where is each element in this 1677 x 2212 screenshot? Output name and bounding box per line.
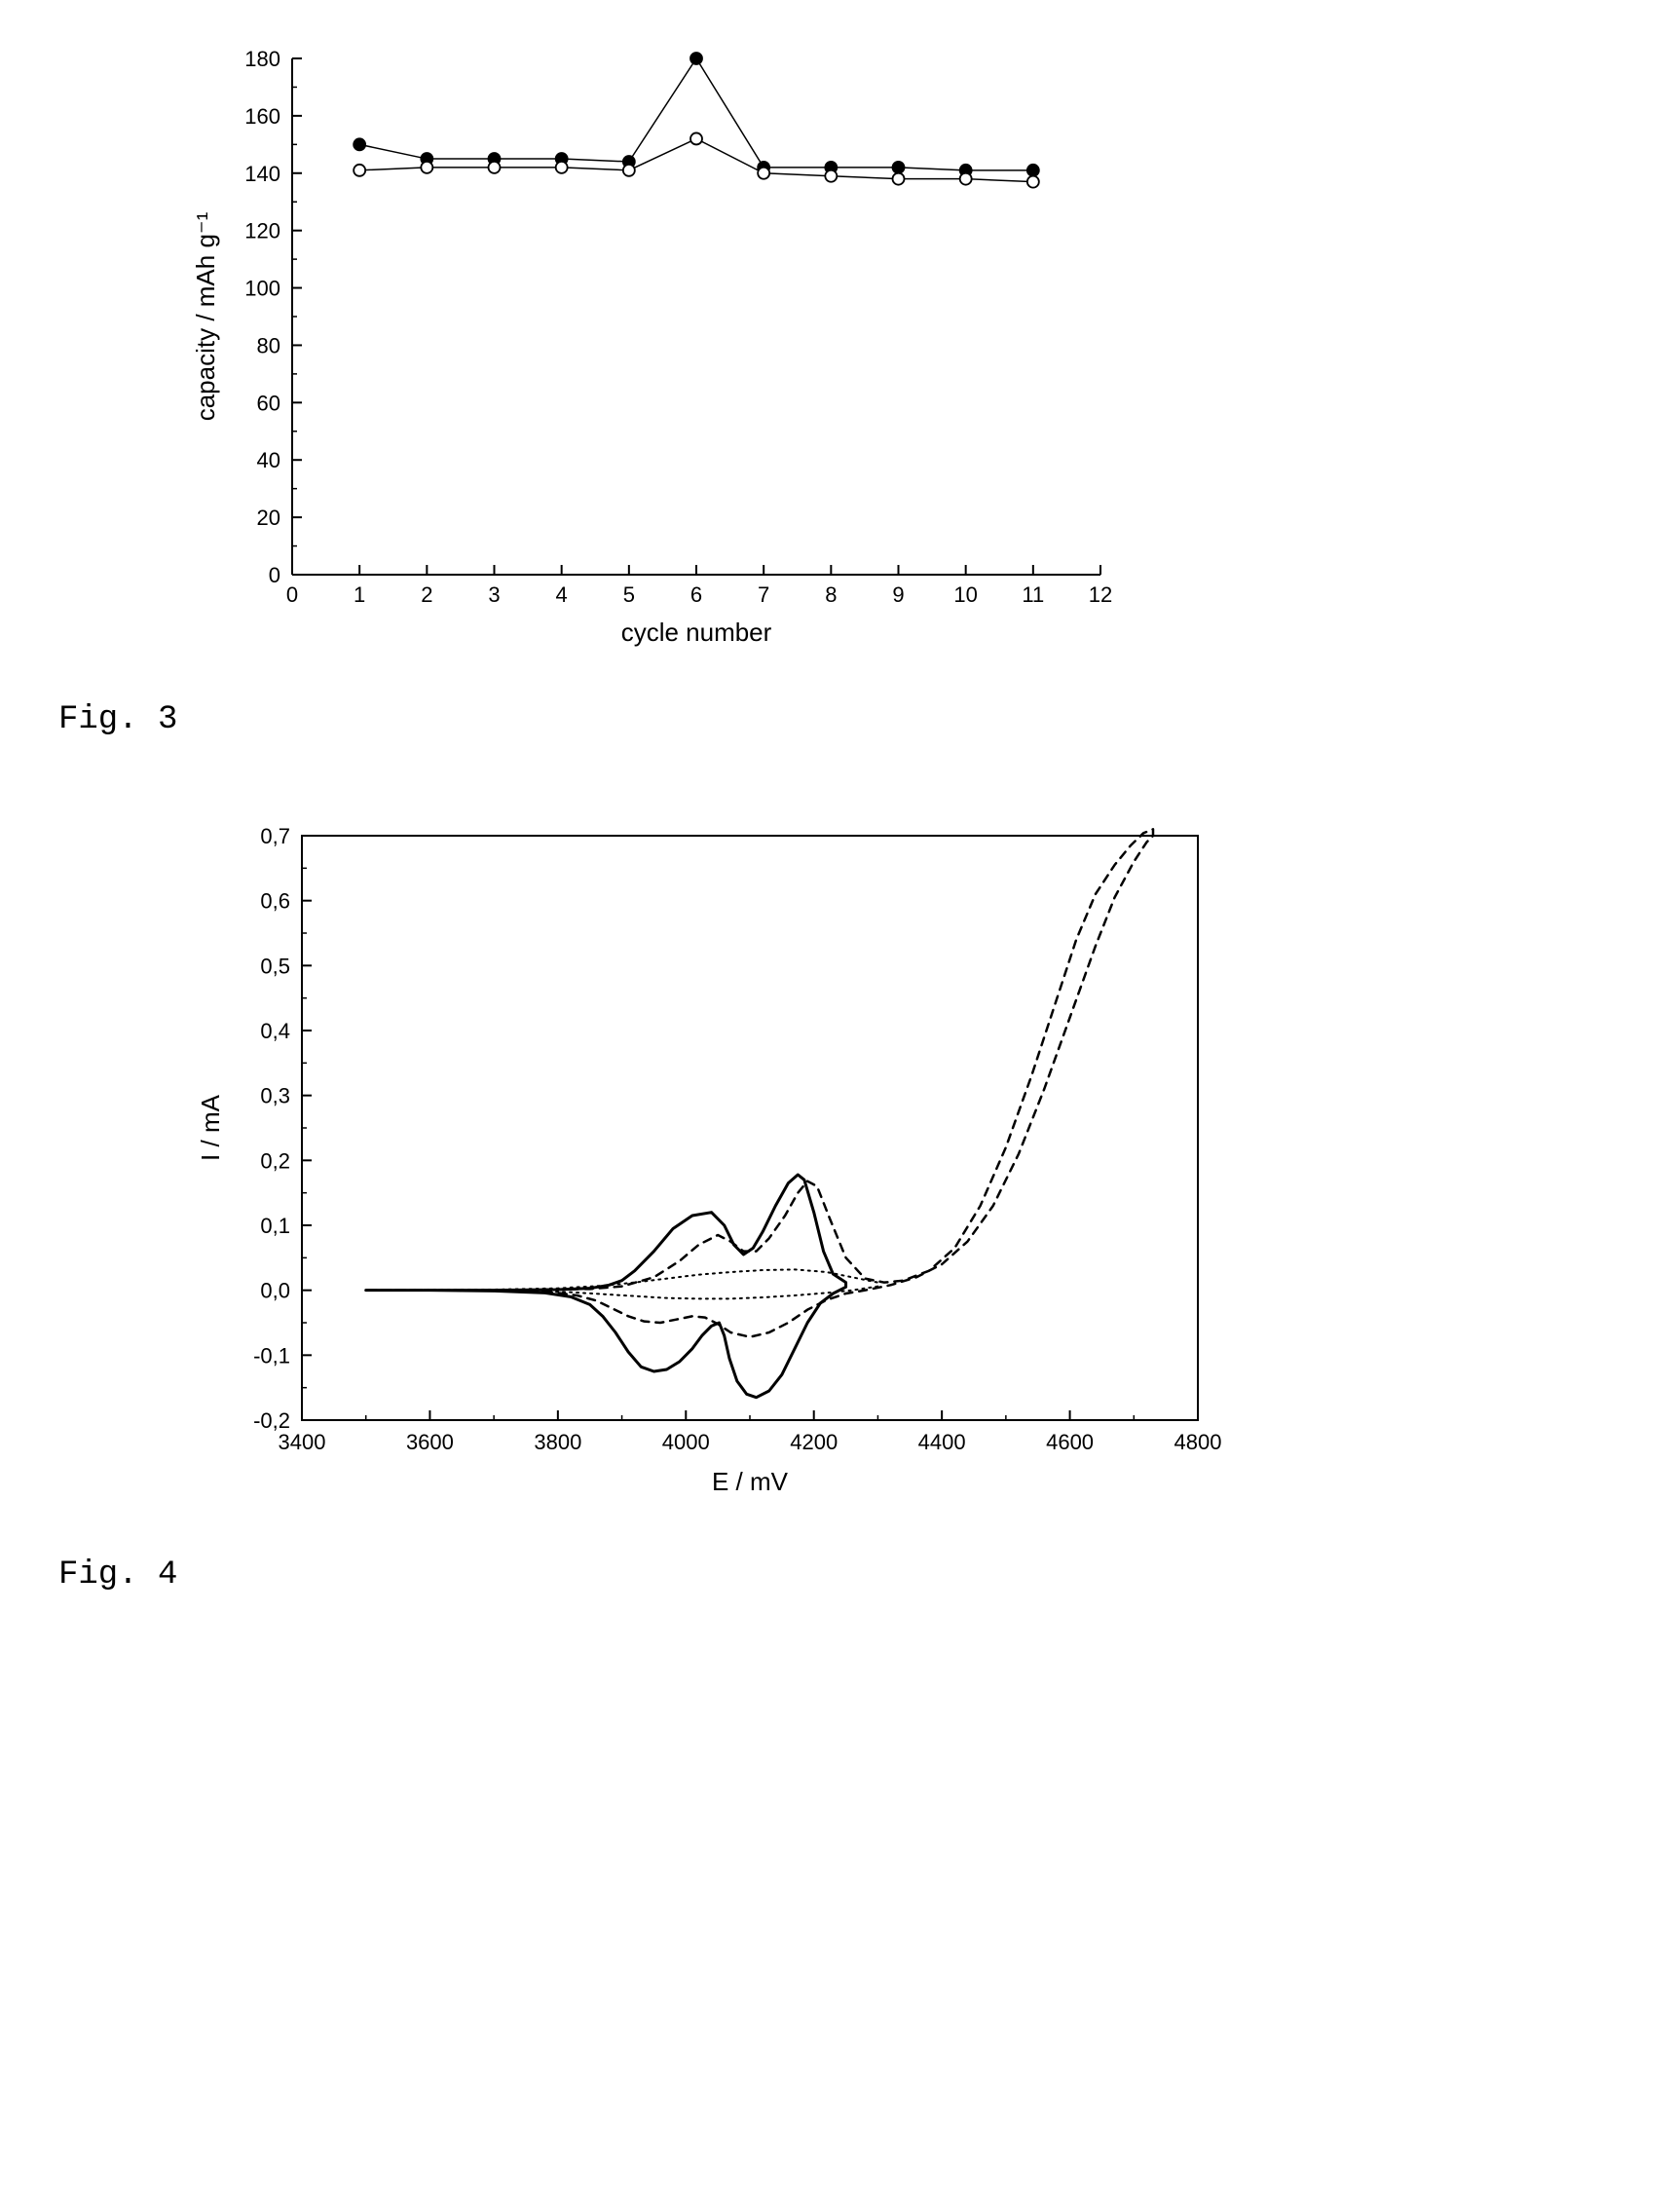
fig4-caption: Fig. 4 <box>58 1556 1619 1593</box>
svg-text:2: 2 <box>421 582 432 607</box>
svg-text:80: 80 <box>257 333 280 357</box>
fig3-chart: 0204060801001201401601800123456789101112… <box>175 39 1619 662</box>
svg-text:0,5: 0,5 <box>260 954 290 978</box>
svg-text:0,6: 0,6 <box>260 889 290 914</box>
svg-text:4600: 4600 <box>1046 1430 1094 1454</box>
svg-text:9: 9 <box>892 582 904 607</box>
svg-text:60: 60 <box>257 391 280 415</box>
svg-text:140: 140 <box>244 162 280 186</box>
fig3-svg: 0204060801001201401601800123456789101112… <box>175 39 1130 662</box>
svg-text:4800: 4800 <box>1174 1430 1222 1454</box>
figure-4-block: -0,2-0,10,00,10,20,30,40,50,60,734003600… <box>58 816 1619 1593</box>
svg-text:20: 20 <box>257 506 280 530</box>
svg-text:40: 40 <box>257 448 280 472</box>
svg-text:11: 11 <box>1022 582 1044 607</box>
svg-text:4: 4 <box>556 582 568 607</box>
svg-text:120: 120 <box>244 219 280 244</box>
svg-text:180: 180 <box>244 47 280 71</box>
fig4-chart: -0,2-0,10,00,10,20,30,40,50,60,734003600… <box>175 816 1619 1518</box>
svg-text:cycle number: cycle number <box>621 618 772 647</box>
svg-text:0,0: 0,0 <box>260 1279 290 1303</box>
svg-text:0: 0 <box>286 582 298 607</box>
svg-text:I / mA: I / mA <box>196 1094 225 1161</box>
svg-text:0,1: 0,1 <box>260 1214 290 1238</box>
svg-text:4200: 4200 <box>790 1430 838 1454</box>
svg-text:4400: 4400 <box>918 1430 966 1454</box>
svg-text:0,4: 0,4 <box>260 1019 290 1043</box>
svg-text:0,2: 0,2 <box>260 1148 290 1173</box>
svg-text:3400: 3400 <box>279 1430 326 1454</box>
svg-text:6: 6 <box>690 582 702 607</box>
svg-text:160: 160 <box>244 104 280 129</box>
svg-text:3800: 3800 <box>534 1430 581 1454</box>
svg-text:3600: 3600 <box>406 1430 454 1454</box>
svg-text:E / mV: E / mV <box>712 1467 789 1496</box>
svg-text:0,7: 0,7 <box>260 824 290 848</box>
svg-text:7: 7 <box>758 582 769 607</box>
svg-text:5: 5 <box>623 582 635 607</box>
fig4-svg: -0,2-0,10,00,10,20,30,40,50,60,734003600… <box>175 816 1227 1518</box>
svg-text:1: 1 <box>354 582 365 607</box>
figure-3-block: 0204060801001201401601800123456789101112… <box>58 39 1619 738</box>
svg-text:3: 3 <box>488 582 500 607</box>
svg-text:capacity / mAh g⁻¹: capacity / mAh g⁻¹ <box>191 211 220 421</box>
svg-text:12: 12 <box>1089 582 1112 607</box>
svg-text:-0,1: -0,1 <box>253 1343 290 1368</box>
svg-text:4000: 4000 <box>662 1430 710 1454</box>
fig3-caption: Fig. 3 <box>58 701 1619 738</box>
svg-text:0: 0 <box>269 563 280 587</box>
svg-text:8: 8 <box>825 582 837 607</box>
svg-text:0,3: 0,3 <box>260 1084 290 1108</box>
svg-text:10: 10 <box>953 582 977 607</box>
svg-text:100: 100 <box>244 277 280 301</box>
